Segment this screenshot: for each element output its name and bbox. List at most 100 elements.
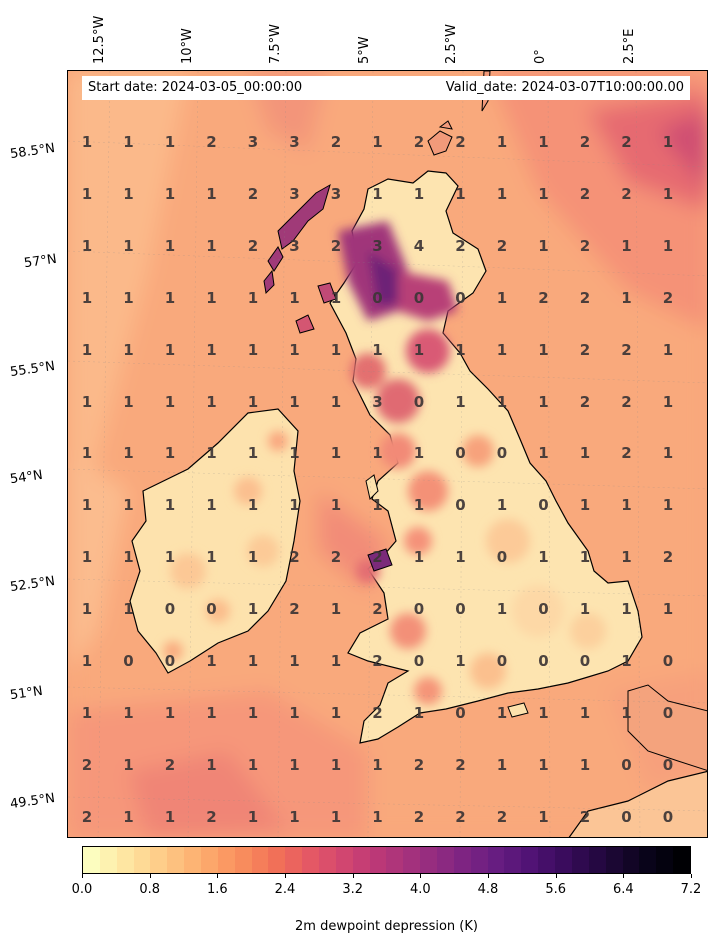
grid-value-label: 1: [330, 288, 342, 307]
colorbar-tick-mark: [691, 874, 692, 878]
colorbar: [82, 846, 691, 874]
longitude-tick-label: 0°: [533, 49, 548, 64]
grid-value-label: 1: [247, 703, 259, 722]
grid-value-label: 0: [662, 652, 674, 670]
colorbar-segment: [167, 847, 185, 873]
colorbar-segment: [335, 847, 353, 873]
colorbar-segment: [470, 847, 488, 873]
grid-value-label: 1: [496, 340, 508, 359]
latitude-tick-label: 55.5°N: [9, 358, 56, 381]
colorbar-segment: [437, 847, 454, 873]
grid-value-label: 2: [579, 236, 591, 255]
grid-value-label: 0: [455, 496, 466, 515]
grid-value-label: 1: [413, 444, 425, 463]
anglesey: [367, 548, 393, 572]
grid-value-label: 1: [330, 600, 342, 619]
colorbar-segment: [673, 847, 690, 873]
colorbar-segment: [184, 847, 202, 873]
grid-value-label: 1: [538, 807, 549, 826]
france-coast: [568, 684, 707, 837]
colorbar-segment: [538, 847, 556, 873]
colorbar-segment: [251, 847, 269, 873]
grid-value-label: 1: [123, 236, 134, 255]
grid-value-label: 1: [662, 600, 674, 619]
grid-value-label: 1: [496, 133, 508, 151]
grid-value-label: 2: [330, 548, 342, 567]
grid-value-label: 1: [579, 444, 591, 463]
grid-value-label: 1: [413, 184, 425, 203]
colorbar-segment: [285, 847, 303, 873]
grid-value-label: 1: [206, 703, 217, 722]
grid-value-label: 2: [164, 755, 176, 774]
grid-value-label: 1: [164, 340, 176, 359]
grid-value-label: 1: [455, 392, 466, 411]
colorbar-segment: [504, 847, 522, 873]
colorbar-tick-mark: [488, 874, 489, 878]
colorbar-tick-label: 4.8: [477, 882, 499, 897]
grid-value-label: 1: [330, 703, 342, 722]
map-area: [67, 70, 708, 838]
grid-value-label: 2: [206, 133, 217, 151]
grid-value-label: 1: [289, 392, 300, 411]
colorbar-segment: [386, 847, 404, 873]
colorbar-segment: [403, 847, 421, 873]
grid-value-label: 1: [621, 652, 632, 670]
grid-value-label: 1: [247, 340, 259, 359]
grid-value-label: 1: [621, 548, 632, 567]
grid-value-label: 1: [247, 392, 259, 411]
grid-value-label: 0: [455, 703, 466, 722]
grid-value-label: 0: [496, 444, 508, 463]
colorbar-segment: [133, 847, 151, 873]
grid-value-label: 2: [662, 288, 674, 307]
grid-value-label: 1: [206, 392, 217, 411]
colorbar-segment: [521, 847, 539, 873]
grid-value-label: 1: [662, 184, 674, 203]
grid-value-label: 1: [81, 133, 93, 151]
grid-value-label: 1: [413, 340, 425, 359]
grid-value-label: 1: [164, 807, 176, 826]
grid-value-label: 1: [289, 340, 300, 359]
grid-value-label: 1: [164, 548, 176, 567]
latitude-tick-label: 57°N: [23, 251, 58, 272]
grid-value-label: 1: [289, 288, 300, 307]
dewpoint-field-map: [68, 71, 707, 837]
grid-value-label: 1: [330, 807, 342, 826]
grid-value-label: 1: [164, 184, 176, 203]
grid-value-label: 1: [372, 807, 383, 826]
colorbar-segment: [99, 847, 117, 873]
grid-value-label: 1: [289, 807, 300, 826]
grid-value-label: 1: [330, 496, 342, 515]
colorbar-segment: [588, 847, 606, 873]
grid-value-label: 1: [496, 184, 508, 203]
grid-value-label: 3: [289, 184, 300, 203]
grid-value-label: 2: [579, 288, 591, 307]
grid-value-label: 1: [289, 444, 300, 463]
grid-value-label: 1: [579, 703, 591, 722]
grid-value-label: 2: [621, 392, 632, 411]
grid-value-label: 0: [206, 600, 217, 619]
colorbar-segment: [656, 847, 674, 873]
grid-value-label: 1: [372, 496, 383, 515]
grid-value-label: 2: [413, 133, 425, 151]
colorbar-tick-label: 2.4: [274, 882, 296, 897]
grid-value-label: 1: [662, 133, 674, 151]
grid-value-label: 1: [81, 496, 93, 515]
colorbar-segment: [217, 847, 235, 873]
grid-value-label: 1: [123, 392, 134, 411]
grid-value-label: 1: [538, 392, 549, 411]
grid-value-label: 1: [289, 652, 300, 670]
grid-value-label: 1: [247, 548, 259, 567]
grid-value-label: 2: [413, 755, 425, 774]
grid-value-label: 1: [621, 236, 632, 255]
grid-value-label: 1: [662, 496, 674, 515]
grid-value-label: 1: [579, 600, 591, 619]
grid-value-label: 1: [538, 184, 549, 203]
grid-value-label: 2: [455, 236, 466, 255]
grid-value-label: 0: [455, 600, 466, 619]
grid-value-label: 1: [123, 340, 134, 359]
grid-value-label: 1: [579, 496, 591, 515]
grid-value-label: 1: [538, 755, 549, 774]
colorbar-tick-label: 6.4: [612, 882, 634, 897]
grid-value-label: 1: [206, 184, 217, 203]
grid-value-label: 1: [247, 755, 259, 774]
